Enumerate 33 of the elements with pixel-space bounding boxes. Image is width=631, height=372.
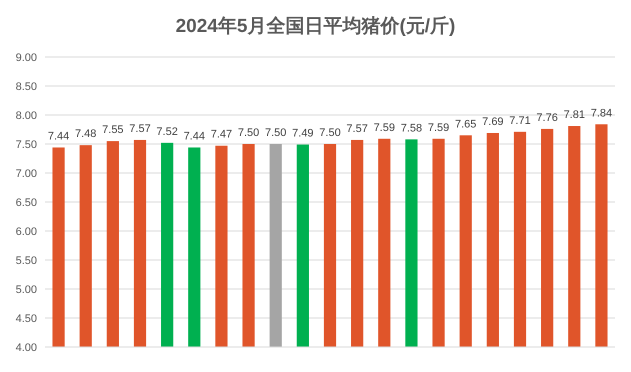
data-label: 7.84 — [590, 107, 612, 120]
data-label: 7.50 — [319, 127, 341, 139]
data-label: 7.76 — [536, 112, 558, 124]
data-label: 7.50 — [238, 127, 260, 139]
data-label: 7.47 — [210, 128, 232, 141]
data-label: 7.44 — [184, 130, 205, 142]
data-label: 7.59 — [374, 122, 395, 134]
chart-title: 2024年5月全国日平均猪价(元/斤) — [176, 15, 456, 37]
data-label: 7.81 — [564, 109, 585, 122]
data-label: 7.59 — [428, 122, 450, 134]
data-label: 7.69 — [482, 116, 504, 128]
y-tick-label: 9.00 — [16, 52, 37, 64]
data-label: 7.44 — [48, 130, 70, 142]
data-label: 7.52 — [156, 126, 178, 138]
data-label: 7.49 — [292, 128, 314, 140]
data-label: 7.57 — [346, 122, 368, 135]
y-tick-label: 7.50 — [16, 139, 37, 151]
data-label: 7.65 — [455, 118, 476, 130]
y-tick-label: 7.00 — [16, 168, 37, 180]
y-tick-label: 5.50 — [16, 255, 37, 267]
data-label: 7.71 — [509, 114, 531, 127]
y-tick-label: 6.00 — [16, 226, 37, 238]
y-tick-label: 6.50 — [16, 197, 37, 209]
y-tick-label: 5.00 — [16, 284, 37, 296]
data-label: 7.48 — [75, 128, 96, 140]
y-tick-label: 8.00 — [16, 110, 37, 122]
data-label: 7.50 — [265, 127, 286, 139]
y-tick-label: 8.50 — [16, 81, 37, 93]
data-label: 7.57 — [129, 122, 151, 135]
data-label: 7.58 — [400, 122, 422, 134]
y-tick-label: 4.50 — [16, 313, 37, 325]
y-tick-label: 4.00 — [16, 342, 37, 354]
data-label: 7.55 — [102, 124, 124, 136]
